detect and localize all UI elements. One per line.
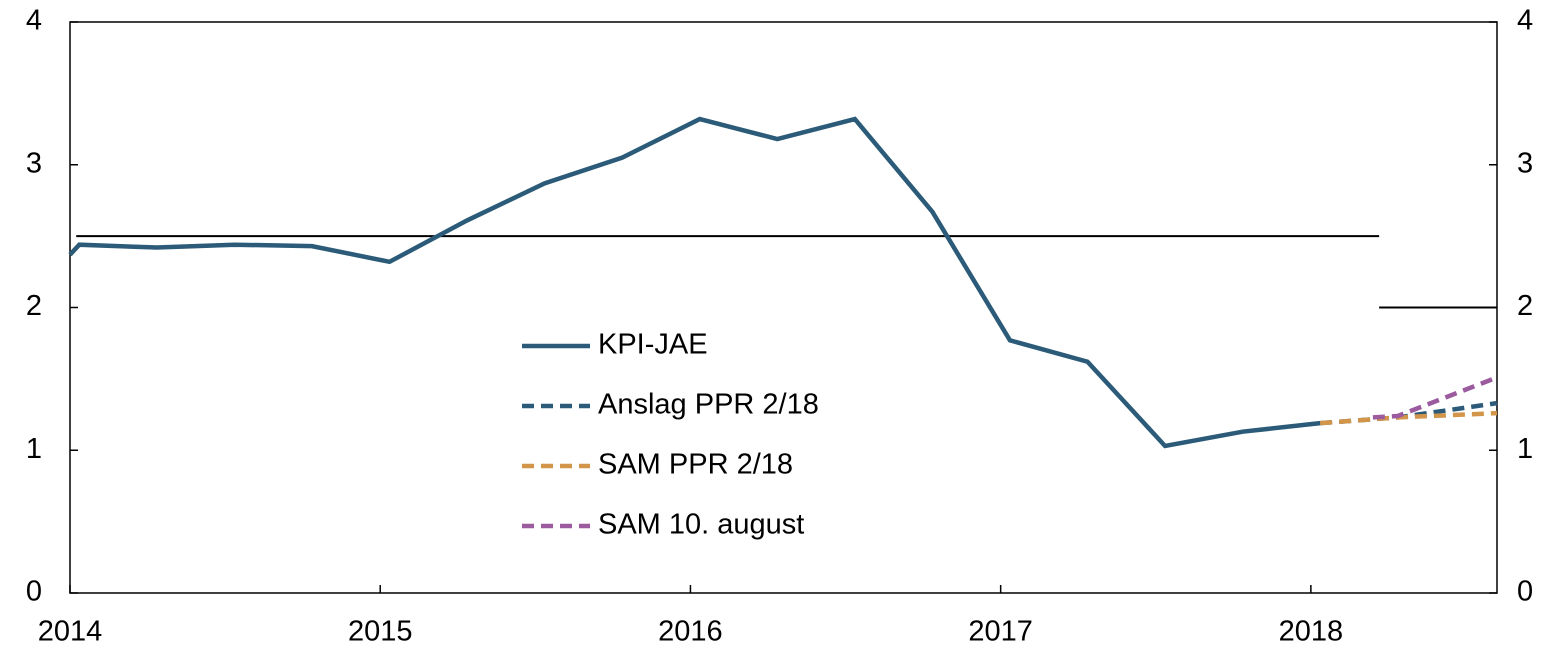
y2-tick-label: 3: [1517, 147, 1533, 179]
legend-label: Anslag PPR 2/18: [598, 389, 819, 421]
y2-tick-label: 2: [1517, 290, 1533, 322]
y-tick-label: 3: [26, 147, 42, 179]
y2-tick-label: 1: [1517, 433, 1533, 465]
plot-frame: [69, 21, 1498, 594]
y-tick-label: 2: [26, 290, 42, 322]
legend-label: SAM PPR 2/18: [598, 449, 793, 481]
series-line: [1372, 375, 1498, 420]
y-tick-label: 4: [26, 5, 42, 37]
x-tick-label: 2015: [348, 616, 413, 648]
y-tick-label: 0: [26, 576, 42, 608]
series-line: [1320, 410, 1498, 426]
y2-tick-label: 0: [1517, 576, 1533, 608]
y-tick-label: 1: [26, 433, 42, 465]
series-line: [68, 116, 1321, 449]
y2-tick-label: 4: [1517, 5, 1533, 37]
x-tick-label: 2017: [968, 616, 1033, 648]
legend-label: KPI-JAE: [598, 329, 708, 361]
x-tick-label: 2018: [1279, 616, 1344, 648]
x-tick-label: 2016: [658, 616, 723, 648]
x-tick-label: 2014: [38, 616, 103, 648]
legend-label: SAM 10. august: [598, 509, 804, 541]
